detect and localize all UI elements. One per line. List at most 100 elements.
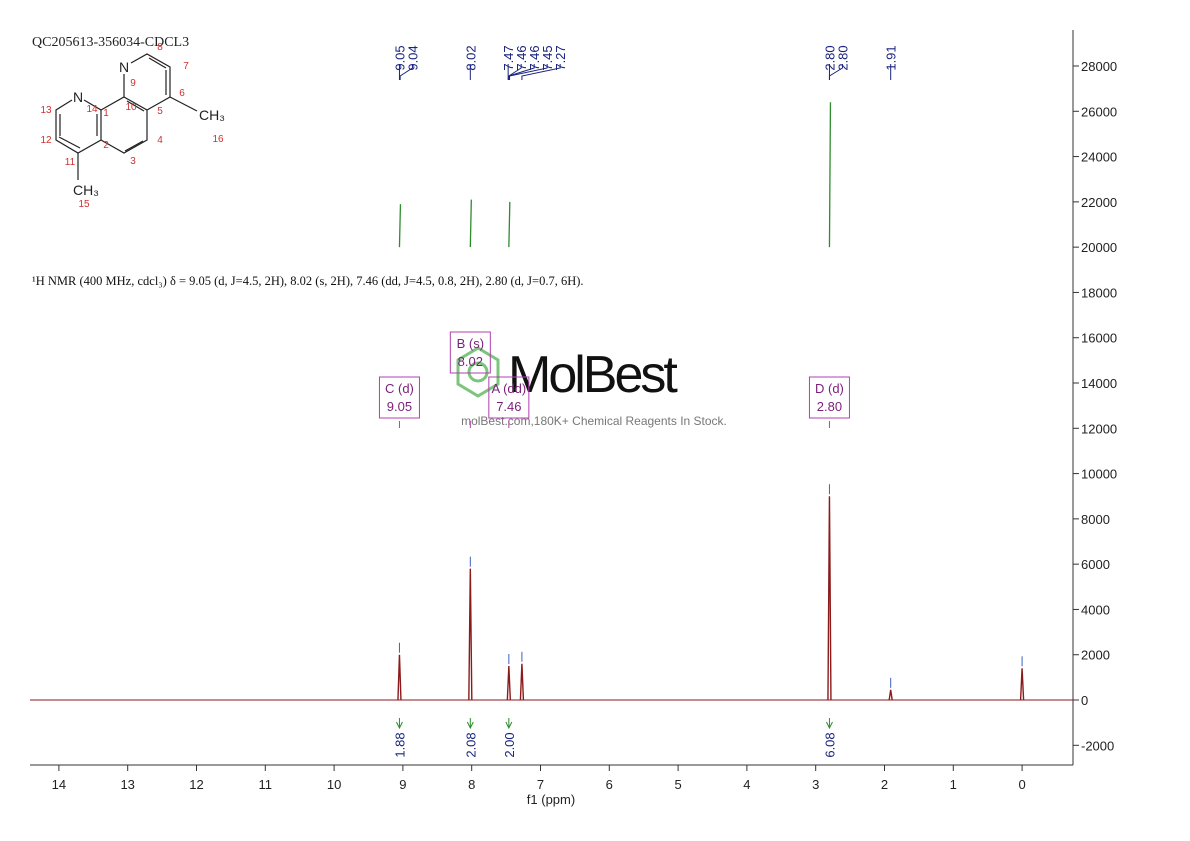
peak: [1019, 668, 1025, 701]
atom-label: N: [73, 89, 83, 105]
multiplet-name: C (d): [385, 381, 414, 396]
peak-leader: [399, 64, 413, 80]
y-tick-label: 28000: [1081, 59, 1117, 74]
atom-number: 7: [183, 61, 189, 72]
structure: [55, 53, 198, 180]
atom-number: 16: [212, 134, 224, 145]
peak: [888, 689, 893, 701]
x-tick-label: 13: [120, 777, 134, 792]
peak-label: 7.27: [553, 45, 568, 70]
atom-label: CH₃: [199, 107, 225, 123]
x-tick-label: 8: [468, 777, 475, 792]
multiplet-shift: 8.02: [458, 354, 483, 369]
atom-number: 8: [157, 42, 163, 53]
atom-number: 13: [40, 105, 52, 116]
peak-label: 7.46: [527, 45, 542, 70]
peak-leader: [521, 64, 561, 80]
y-tick-label: 0: [1081, 693, 1088, 708]
watermark-subtitle: molBest.com,180K+ Chemical Reagents In S…: [461, 414, 727, 428]
integral-marker: [826, 718, 833, 730]
peak-label: 8.02: [463, 45, 478, 70]
peak-label: 2.80: [822, 45, 837, 70]
y-tick-label: 6000: [1081, 557, 1110, 572]
multiplet-box: [488, 376, 530, 419]
integral-label: 2.08: [463, 732, 478, 757]
atom-label: CH₃: [73, 182, 99, 198]
peak-label: 1.91: [884, 45, 899, 70]
x-tick-label: 9: [399, 777, 406, 792]
atom-label: N: [119, 59, 129, 75]
inset-peak: [508, 201, 511, 248]
peak-label: 7.47: [501, 45, 516, 70]
y-tick-label: 20000: [1081, 240, 1117, 255]
inset-peak: [398, 204, 402, 248]
peak-label: 7.45: [540, 45, 555, 70]
multiplet-name: A (dd): [492, 381, 527, 396]
peak-label: 7.46: [514, 45, 529, 70]
atom-number: 3: [130, 156, 136, 167]
y-tick-label: 16000: [1081, 331, 1117, 346]
x-tick-label: 11: [259, 777, 273, 792]
atom-number: 14: [86, 104, 98, 115]
atom-number: 1: [103, 108, 109, 119]
y-tick-label: 26000: [1081, 104, 1117, 119]
y-tick-label: 14000: [1081, 376, 1117, 391]
multiplet-box: [808, 376, 850, 419]
integral-label: 2.00: [502, 732, 517, 757]
multiplet-box: [378, 376, 420, 419]
integral-marker: [396, 718, 403, 730]
x-tick-label: 3: [812, 777, 819, 792]
multiplet-shift: 9.05: [387, 399, 412, 414]
peak: [827, 496, 832, 701]
chart-title: QC205613-356034-CDCL3: [32, 35, 189, 50]
atom-number: 6: [179, 88, 185, 99]
multiplet-name: B (s): [457, 336, 484, 351]
multiplet-shift: 2.80: [817, 399, 842, 414]
watermark-icon: [456, 346, 500, 398]
y-tick-label: 10000: [1081, 467, 1117, 482]
peak-label: 2.80: [835, 45, 850, 70]
y-tick-label: 18000: [1081, 285, 1117, 300]
peak-label: 9.04: [405, 45, 420, 70]
inset-peak: [828, 102, 832, 248]
y-tick-label: 4000: [1081, 602, 1110, 617]
y-tick-label: 12000: [1081, 421, 1117, 436]
y-tick-label: 24000: [1081, 150, 1117, 165]
integral-marker: [466, 718, 474, 730]
peak: [506, 666, 512, 701]
y-tick-label: 2000: [1081, 648, 1110, 663]
peak-leader: [828, 64, 843, 80]
x-tick-label: 4: [743, 777, 750, 792]
y-tick-label: 22000: [1081, 195, 1117, 210]
x-tick-label: 14: [52, 777, 66, 792]
atom-number: 15: [78, 199, 90, 210]
x-tick-label: 5: [674, 777, 681, 792]
peak-leader: [509, 64, 548, 80]
multiplet-name: D (d): [815, 381, 844, 396]
integral-label: 6.08: [822, 732, 837, 757]
x-tick-label: 6: [606, 777, 613, 792]
peak: [468, 568, 473, 701]
description: ¹H NMR (400 MHz, cdcl₃) δ = 9.05 (d, J=4…: [32, 274, 584, 288]
y-tick-label: 8000: [1081, 512, 1110, 527]
watermark: MolBest: [508, 346, 678, 404]
peak: [519, 663, 525, 701]
atom-number: 2: [103, 140, 109, 151]
atom-number: 10: [125, 102, 137, 113]
atom-number: 11: [65, 157, 76, 168]
atom-number: 5: [157, 106, 163, 117]
atom-number: 12: [40, 135, 52, 146]
integral-marker: [505, 718, 513, 730]
multiplet-box: [449, 331, 491, 374]
y-tick-label: -2000: [1081, 738, 1114, 753]
x-axis-label: f1 (ppm): [527, 792, 575, 807]
inset-peak: [469, 199, 472, 248]
integral-label: 1.88: [392, 732, 407, 757]
atom-number: 9: [130, 78, 136, 89]
atom-number: 4: [157, 135, 163, 146]
x-tick-label: 2: [881, 777, 888, 792]
x-tick-label: 12: [189, 777, 203, 792]
x-tick-label: 1: [950, 777, 957, 792]
